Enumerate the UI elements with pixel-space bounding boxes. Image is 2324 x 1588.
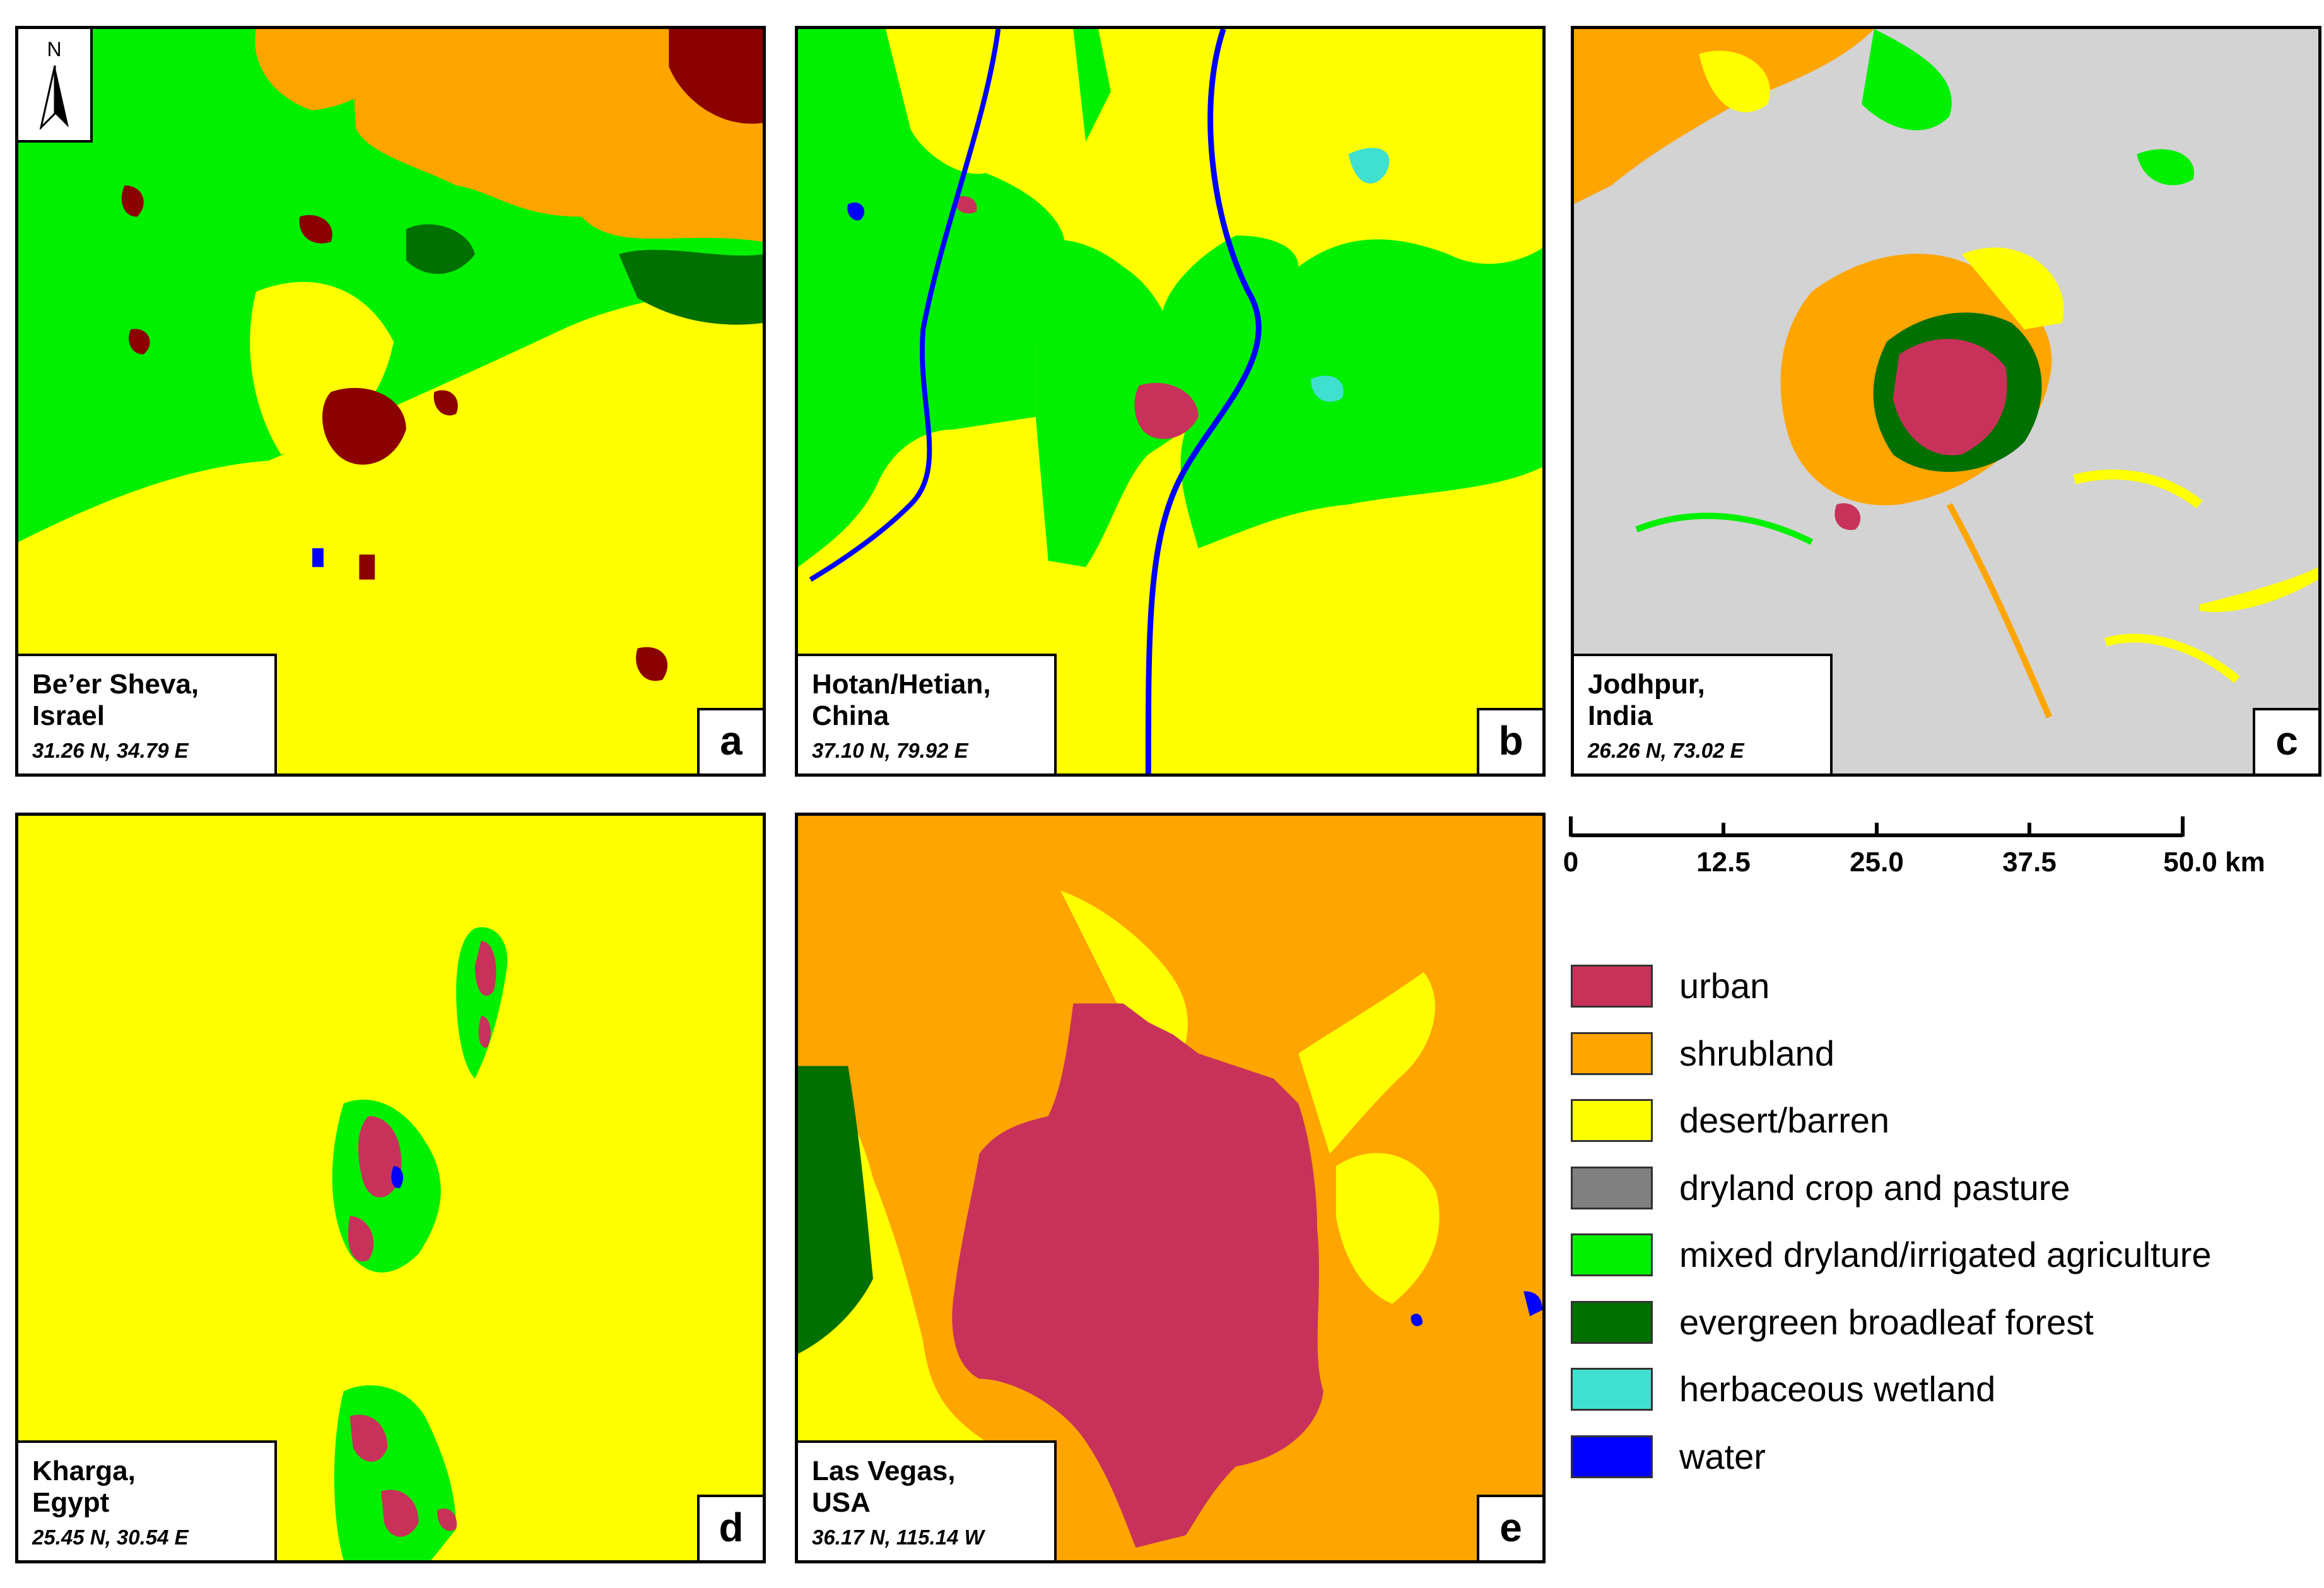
scale-tick-label: 12.5 xyxy=(1696,847,1751,878)
land-cover-map-a xyxy=(18,29,763,773)
legend-label: urban xyxy=(1679,966,1770,1006)
north-arrow: N xyxy=(18,29,93,143)
location-coordinates: 31.26 N, 34.79 E xyxy=(32,739,189,762)
legend-swatch xyxy=(1571,1435,1653,1478)
location-coordinates: 36.17 N, 115.14 W xyxy=(812,1526,984,1549)
legend-item-herbaceous-wetland: herbaceous wetland xyxy=(1571,1365,2296,1433)
scale-tick-label: 0 xyxy=(1563,847,1579,878)
map-panel-c: Jodhpur, India 26.26 N, 73.02 E c xyxy=(1571,26,2321,777)
map-panel-b: Hotan/Hetian, China 37.10 N, 79.92 E b xyxy=(795,26,1546,777)
legend-swatch xyxy=(1571,1300,1653,1344)
land-cover-map-c xyxy=(1574,29,2318,773)
map-panel-e: Las Vegas, USA 36.17 N, 115.14 W e xyxy=(795,813,1546,1563)
legend-label: evergreen broadleaf forest xyxy=(1679,1302,2094,1342)
legend-label: shrubland xyxy=(1679,1033,1834,1073)
legend-item-mixed-agriculture: mixed dryland/irrigated agriculture xyxy=(1571,1231,2296,1298)
location-name: Be’er Sheva, Israel xyxy=(32,669,199,731)
scale-tick-label: 25.0 xyxy=(1850,847,1904,878)
map-panel-d: Kharga, Egypt 25.45 N, 30.54 E d xyxy=(15,813,766,1563)
legend-swatch xyxy=(1571,1032,1653,1075)
panel-letter: b xyxy=(1477,708,1542,773)
legend-label: herbaceous wetland xyxy=(1679,1369,1996,1409)
north-arrow-icon xyxy=(40,65,69,130)
legend-label: desert/barren xyxy=(1679,1100,1890,1140)
legend-swatch xyxy=(1571,1368,1653,1411)
caption-c: Jodhpur, India 26.26 N, 73.02 E xyxy=(1574,654,1833,773)
land-cover-map-e xyxy=(798,816,1542,1560)
land-cover-map-b xyxy=(798,29,1542,773)
legend: urban shrubland desert/barren dryland cr… xyxy=(1571,962,2296,1500)
location-name: Hotan/Hetian, China xyxy=(812,669,991,731)
legend-item-water: water xyxy=(1571,1433,2296,1500)
panel-letter: d xyxy=(697,1495,763,1560)
scale-tick-label: 50.0 km xyxy=(2163,847,2265,878)
scale-bar-graphic xyxy=(1569,816,2185,837)
legend-swatch xyxy=(1571,1166,1653,1209)
caption-d: Kharga, Egypt 25.45 N, 30.54 E xyxy=(18,1440,277,1560)
land-cover-map-d xyxy=(18,816,763,1560)
legend-item-desert-barren: desert/barren xyxy=(1571,1097,2296,1164)
scale-bar: 0 12.5 25.0 37.5 50.0 km xyxy=(1563,808,2290,896)
location-name: Kharga, Egypt xyxy=(32,1456,136,1518)
legend-swatch xyxy=(1571,965,1653,1008)
scale-tick-label: 37.5 xyxy=(2002,847,2057,878)
panel-letter: e xyxy=(1477,1495,1542,1560)
legend-item-urban: urban xyxy=(1571,962,2296,1030)
caption-a: Be’er Sheva, Israel 31.26 N, 34.79 E xyxy=(18,654,277,773)
legend-label: water xyxy=(1679,1436,1766,1476)
legend-swatch xyxy=(1571,1233,1653,1276)
north-label: N xyxy=(47,38,62,61)
location-name: Las Vegas, USA xyxy=(812,1456,956,1518)
legend-label: dryland crop and pasture xyxy=(1679,1167,2070,1208)
panel-letter: c xyxy=(2253,708,2318,773)
legend-label: mixed dryland/irrigated agriculture xyxy=(1679,1235,2212,1274)
map-panel-a: N Be’er Sheva, Israel 31.26 N, 34.79 E a xyxy=(15,26,766,777)
panel-letter: a xyxy=(697,708,763,773)
location-coordinates: 26.26 N, 73.02 E xyxy=(1588,739,1744,762)
location-coordinates: 37.10 N, 79.92 E xyxy=(812,739,968,762)
caption-e: Las Vegas, USA 36.17 N, 115.14 W xyxy=(798,1440,1057,1560)
legend-item-dryland-crop: dryland crop and pasture xyxy=(1571,1164,2296,1232)
legend-item-evergreen-forest: evergreen broadleaf forest xyxy=(1571,1298,2296,1366)
location-name: Jodhpur, India xyxy=(1588,669,1705,731)
legend-swatch xyxy=(1571,1099,1653,1142)
legend-item-shrubland: shrubland xyxy=(1571,1030,2296,1097)
location-coordinates: 25.45 N, 30.54 E xyxy=(32,1526,189,1549)
caption-b: Hotan/Hetian, China 37.10 N, 79.92 E xyxy=(798,654,1057,773)
